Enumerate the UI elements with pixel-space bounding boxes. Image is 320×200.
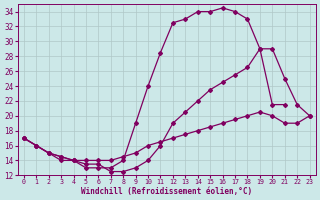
X-axis label: Windchill (Refroidissement éolien,°C): Windchill (Refroidissement éolien,°C) (81, 187, 252, 196)
